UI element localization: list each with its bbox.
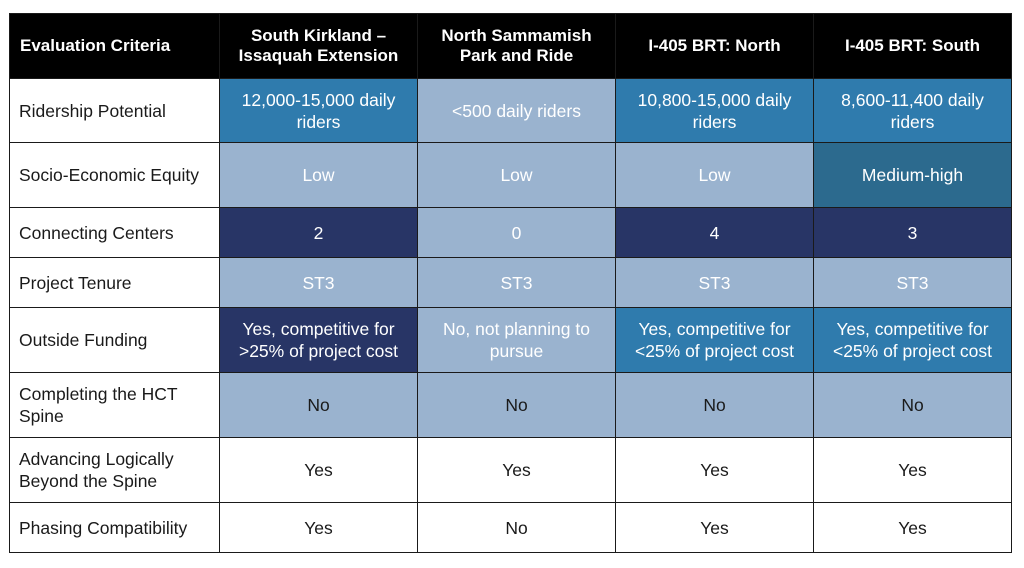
table-cell: 2 xyxy=(219,207,418,258)
table-cell: No xyxy=(219,372,418,438)
table-row-connecting-centers: Connecting Centers 2 0 4 3 xyxy=(9,207,1012,258)
header-i405-brt-south: I-405 BRT: South xyxy=(813,13,1012,79)
table-header: Evaluation Criteria South Kirkland – Iss… xyxy=(9,13,1012,79)
header-north-sammamish: North Sammamish Park and Ride xyxy=(417,13,616,79)
table-cell: No xyxy=(813,372,1012,438)
row-label: Advancing Logically Beyond the Spine xyxy=(9,437,220,503)
table-cell: Yes xyxy=(615,502,814,553)
table-row-ridership-potential: Ridership Potential 12,000-15,000 daily … xyxy=(9,78,1012,143)
table-cell: Medium-high xyxy=(813,142,1012,208)
table-cell: Yes xyxy=(813,502,1012,553)
table-cell: Yes xyxy=(417,437,616,503)
table-cell: <500 daily riders xyxy=(417,78,616,143)
table-cell: ST3 xyxy=(813,257,1012,308)
table-cell: Yes xyxy=(219,437,418,503)
table-cell: No xyxy=(417,502,616,553)
row-label: Phasing Compatibility xyxy=(9,502,220,553)
row-label: Project Tenure xyxy=(9,257,220,308)
table-row-outside-funding: Outside Funding Yes, competitive for >25… xyxy=(9,307,1012,373)
table-cell: Low xyxy=(417,142,616,208)
table-cell: Yes, competitive for >25% of project cos… xyxy=(219,307,418,373)
table-cell: ST3 xyxy=(615,257,814,308)
table-cell: No xyxy=(615,372,814,438)
table-cell: Yes, competitive for <25% of project cos… xyxy=(615,307,814,373)
table-cell: Yes, competitive for <25% of project cos… xyxy=(813,307,1012,373)
header-row: Evaluation Criteria South Kirkland – Iss… xyxy=(9,13,1012,79)
table-cell: No xyxy=(417,372,616,438)
table-cell: 10,800-15,000 daily riders xyxy=(615,78,814,143)
evaluation-table: Evaluation Criteria South Kirkland – Iss… xyxy=(9,13,1012,553)
table-row-advancing-logically: Advancing Logically Beyond the Spine Yes… xyxy=(9,437,1012,503)
row-label: Completing the HCT Spine xyxy=(9,372,220,438)
table-cell: 8,600-11,400 daily riders xyxy=(813,78,1012,143)
header-evaluation-criteria: Evaluation Criteria xyxy=(9,13,220,79)
table-cell: 0 xyxy=(417,207,616,258)
table-cell: Low xyxy=(615,142,814,208)
table-cell: 12,000-15,000 daily riders xyxy=(219,78,418,143)
table-cell: 4 xyxy=(615,207,814,258)
row-label: Outside Funding xyxy=(9,307,220,373)
table-cell: ST3 xyxy=(219,257,418,308)
header-i405-brt-north: I-405 BRT: North xyxy=(615,13,814,79)
table-cell: 3 xyxy=(813,207,1012,258)
table-cell: ST3 xyxy=(417,257,616,308)
table-row-socio-economic-equity: Socio-Economic Equity Low Low Low Medium… xyxy=(9,142,1012,208)
table-cell: Yes xyxy=(615,437,814,503)
header-south-kirkland-issaquah: South Kirkland – Issaquah Extension xyxy=(219,13,418,79)
table-row-phasing-compatibility: Phasing Compatibility Yes No Yes Yes xyxy=(9,502,1012,553)
table-cell: Low xyxy=(219,142,418,208)
row-label: Socio-Economic Equity xyxy=(9,142,220,208)
table-cell: Yes xyxy=(219,502,418,553)
table-body: Ridership Potential 12,000-15,000 daily … xyxy=(9,78,1012,553)
table-row-completing-hct-spine: Completing the HCT Spine No No No No xyxy=(9,372,1012,438)
table-row-project-tenure: Project Tenure ST3 ST3 ST3 ST3 xyxy=(9,257,1012,308)
table-cell: Yes xyxy=(813,437,1012,503)
row-label: Ridership Potential xyxy=(9,78,220,143)
row-label: Connecting Centers xyxy=(9,207,220,258)
table-cell: No, not planning to pursue xyxy=(417,307,616,373)
